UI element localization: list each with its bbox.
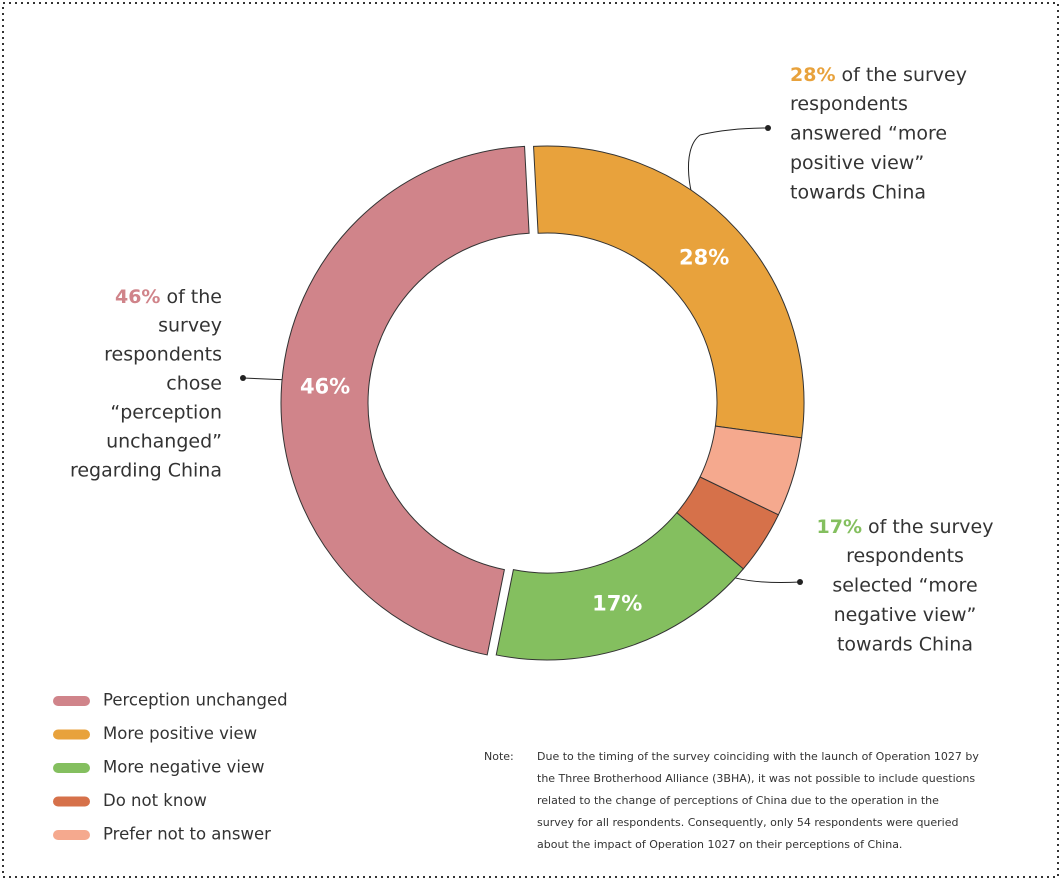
slice-label: 17%: [592, 592, 642, 616]
annotation-line: respondents: [104, 344, 222, 366]
annotation-text: of the: [166, 286, 222, 308]
note-line: survey for all respondents. Consequently…: [537, 816, 959, 829]
annotation-text: of the survey: [868, 516, 994, 538]
legend-label: Do not know: [103, 791, 207, 810]
annotation-line: selected “more: [832, 575, 977, 597]
annotation-line: 46% of the: [115, 286, 222, 308]
annotation-line: 28% of the survey: [790, 64, 967, 86]
donut-slice: [495, 512, 745, 661]
leader-dot: [765, 125, 771, 131]
annotation-line: regarding China: [70, 460, 222, 482]
annotation-line: towards China: [790, 182, 926, 204]
donut-slice: [533, 145, 805, 439]
annotation-line: respondents: [846, 545, 964, 567]
annotation-highlight: 17%: [817, 516, 862, 538]
legend-label: Prefer not to answer: [103, 825, 271, 844]
legend-swatch: [53, 763, 90, 773]
annotation-line: “perception: [110, 402, 222, 424]
slice-label: 46%: [300, 374, 350, 398]
legend-swatch: [53, 729, 90, 740]
leader: [699, 127, 769, 136]
legend-label: More positive view: [103, 724, 257, 743]
donut-slice: [280, 145, 530, 656]
note-line: related to the change of perceptions of …: [537, 794, 939, 807]
annotation-line: respondents: [790, 93, 908, 115]
annotation-line: chose: [166, 373, 222, 395]
annotation-highlight: 28%: [790, 64, 835, 86]
legend-swatch: [53, 796, 90, 807]
annotation-line: positive view”: [790, 152, 924, 174]
legend-swatch: [53, 696, 90, 706]
annotation-text: of the survey: [841, 64, 967, 86]
legend-label: More negative view: [103, 758, 265, 777]
annotation-line: 17% of the survey: [817, 516, 994, 538]
note-line: about the impact of Operation 1027 on th…: [537, 838, 902, 851]
leader-dot: [240, 375, 246, 381]
annotation-line: unchanged”: [106, 431, 222, 453]
annotation-line: towards China: [837, 634, 973, 656]
annotation-line: negative view”: [834, 604, 977, 626]
note-label: Note:: [484, 750, 514, 763]
annotation-highlight: 46%: [115, 286, 160, 308]
leader-dot: [797, 579, 803, 585]
slice-label: 28%: [679, 245, 729, 269]
legend-swatch: [53, 830, 90, 840]
note-line: the Three Brotherhood Alliance (3BHA), i…: [537, 772, 975, 785]
legend-label: Perception unchanged: [103, 691, 288, 710]
annotation-line: answered “more: [790, 123, 947, 145]
note-line: Due to the timing of the survey coincidi…: [537, 750, 979, 763]
annotation-line: survey: [158, 315, 222, 337]
